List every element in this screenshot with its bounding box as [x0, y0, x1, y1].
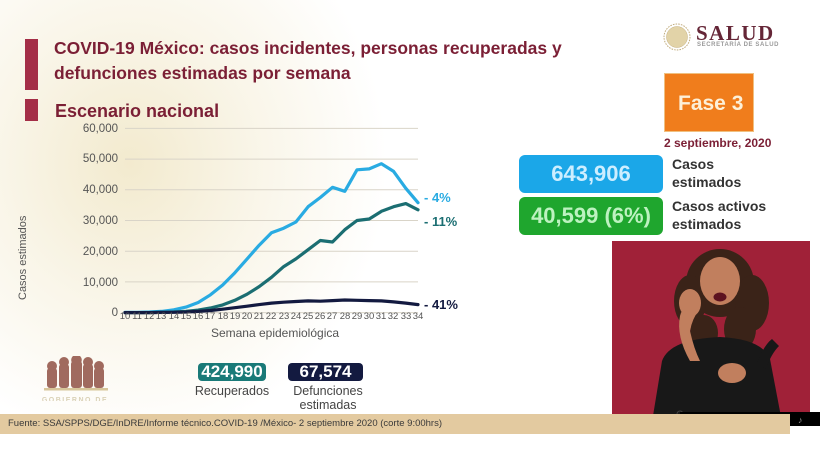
svg-text:GOBIERNO DE: GOBIERNO DE: [42, 397, 108, 401]
svg-text:♪: ♪: [798, 415, 803, 425]
